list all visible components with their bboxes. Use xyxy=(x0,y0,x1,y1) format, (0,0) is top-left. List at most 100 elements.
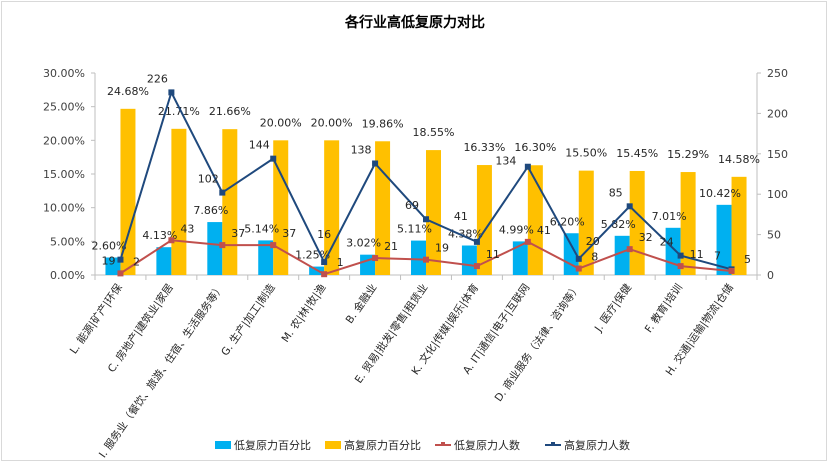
data-label-high-percent: 21.66% xyxy=(209,105,251,118)
data-label-high-percent: 15.45% xyxy=(616,147,658,160)
bar-low-percent xyxy=(461,245,477,275)
bar-high-percent xyxy=(222,129,238,275)
left-tick-label: 15.00% xyxy=(43,168,85,181)
low-count-data-label: 37 xyxy=(282,227,296,240)
legend-swatch xyxy=(325,441,341,449)
bar-low-percent xyxy=(512,241,528,275)
low-count-data-label: 11 xyxy=(690,248,704,261)
high-count-data-label: 226 xyxy=(147,72,168,85)
low-count-marker xyxy=(270,242,277,249)
bar-high-percent xyxy=(578,170,594,275)
low-count-data-label: 5 xyxy=(744,253,751,266)
high-count-marker xyxy=(575,255,582,262)
high-count-data-label: 138 xyxy=(351,143,372,156)
legend-label: 高复原力人数 xyxy=(564,438,630,452)
low-count-data-label: 19 xyxy=(435,242,449,255)
low-count-marker xyxy=(728,267,735,274)
data-label-low-percent: 6.20% xyxy=(550,215,585,228)
category-label: G. 生产|加工|制造 xyxy=(218,281,278,358)
bar-high-percent xyxy=(476,165,492,275)
high-count-marker xyxy=(677,252,684,259)
bar-low-percent xyxy=(156,247,172,275)
data-label-low-percent: 3.02% xyxy=(346,237,381,250)
low-count-data-label: 1 xyxy=(337,256,344,269)
high-count-data-label: 20 xyxy=(586,235,600,248)
data-label-high-percent: 19.86% xyxy=(362,117,404,130)
left-tick-label: 30.00% xyxy=(43,67,85,80)
high-count-marker xyxy=(473,238,480,245)
low-count-marker xyxy=(168,237,175,244)
legend-label: 高复原力百分比 xyxy=(344,438,421,452)
legend-swatch xyxy=(215,441,231,449)
category-label: J. 医疗|保健 xyxy=(591,281,634,335)
low-count-marker xyxy=(677,263,684,270)
data-label-low-percent: 7.01% xyxy=(652,210,687,223)
data-label-high-percent: 16.30% xyxy=(514,141,556,154)
data-label-low-percent: 2.60% xyxy=(91,239,126,252)
category-label: L. 能源|矿产|环保 xyxy=(67,281,125,357)
high-count-data-label: 19 xyxy=(101,255,115,268)
low-count-marker xyxy=(423,256,429,263)
category-label: F. 教育|培训 xyxy=(642,281,685,335)
bar-high-percent xyxy=(273,140,289,275)
bar-low-percent xyxy=(563,233,579,275)
bar-low-percent xyxy=(105,257,121,275)
bar-high-percent xyxy=(171,128,187,275)
data-label-low-percent: 5.11% xyxy=(397,223,432,236)
high-count-marker xyxy=(219,189,226,196)
bar-high-percent xyxy=(680,172,696,275)
high-count-data-label: 144 xyxy=(249,139,270,152)
low-count-marker xyxy=(117,270,124,277)
low-count-marker xyxy=(372,255,379,262)
low-count-marker xyxy=(524,238,531,245)
high-count-data-label: 85 xyxy=(609,186,623,199)
data-label-low-percent: 4.99% xyxy=(499,223,534,236)
legend-label: 低复原力人数 xyxy=(454,438,520,452)
bar-high-percent xyxy=(426,150,441,275)
high-count-data-label: 41 xyxy=(454,210,468,223)
high-count-marker xyxy=(270,155,277,162)
right-tick-label: 250 xyxy=(767,67,788,80)
low-count-marker xyxy=(321,271,328,278)
legend-marker xyxy=(441,442,445,446)
low-count-data-label: 43 xyxy=(180,222,194,235)
bar-high-percent xyxy=(629,170,645,275)
legend-marker xyxy=(551,442,555,446)
category-label: D. 商业服务（法律、咨询等） xyxy=(492,281,583,404)
data-label-low-percent: 5.14% xyxy=(244,222,279,235)
low-count-data-label: 8 xyxy=(591,251,598,264)
low-count-marker xyxy=(473,263,480,270)
high-count-data-label: 69 xyxy=(405,199,419,212)
right-tick-label: 50 xyxy=(767,229,781,242)
high-count-data-label: 134 xyxy=(495,155,516,168)
low-count-data-label: 41 xyxy=(537,224,551,237)
high-count-data-label: 102 xyxy=(198,173,219,186)
bar-low-percent xyxy=(258,240,274,275)
left-tick-label: 20.00% xyxy=(43,134,85,147)
bar-low-percent xyxy=(614,235,630,275)
left-tick-label: 10.00% xyxy=(43,202,85,215)
low-count-data-label: 21 xyxy=(384,240,398,253)
data-label-high-percent: 15.29% xyxy=(667,148,709,161)
bar-low-percent xyxy=(207,222,223,275)
left-tick-label: 25.00% xyxy=(43,101,85,114)
bar-low-percent xyxy=(411,240,426,275)
high-count-marker xyxy=(423,216,429,223)
low-count-data-label: 37 xyxy=(231,227,245,240)
low-count-marker xyxy=(219,242,226,249)
right-tick-label: 200 xyxy=(767,107,788,120)
bar-low-percent xyxy=(716,204,732,275)
high-count-marker xyxy=(117,256,124,263)
low-count-data-label: 2 xyxy=(133,255,140,268)
low-count-data-label: 32 xyxy=(639,231,653,244)
data-label-low-percent: 4.38% xyxy=(448,228,483,241)
category-label: M. 农|林|牧|渔 xyxy=(279,281,329,344)
data-label-high-percent: 21.71% xyxy=(158,105,200,118)
bar-high-percent xyxy=(120,108,136,275)
right-tick-label: 0 xyxy=(767,269,774,282)
data-label-low-percent: 7.86% xyxy=(193,204,228,217)
high-count-marker xyxy=(168,89,175,96)
right-tick-label: 150 xyxy=(767,148,788,161)
left-tick-label: 0.00% xyxy=(50,269,85,282)
data-label-low-percent: 10.42% xyxy=(699,187,741,200)
